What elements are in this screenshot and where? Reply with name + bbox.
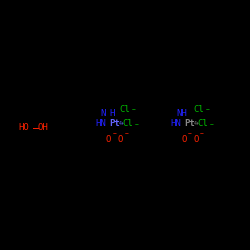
Text: −: −: [188, 130, 192, 135]
Text: 4+: 4+: [194, 121, 200, 126]
Text: −: −: [135, 121, 139, 126]
Text: N: N: [100, 108, 105, 118]
Text: O: O: [118, 134, 124, 143]
Text: −: −: [132, 106, 136, 111]
Text: NH: NH: [176, 108, 187, 118]
Text: HN: HN: [170, 120, 181, 128]
Text: H: H: [109, 108, 114, 118]
Text: Cl: Cl: [122, 120, 133, 128]
Text: −: −: [200, 130, 204, 135]
Text: −: −: [206, 106, 210, 111]
Text: OH: OH: [38, 124, 49, 132]
Text: −: −: [210, 121, 214, 126]
Text: O: O: [106, 134, 112, 143]
Text: −: −: [125, 130, 129, 135]
Text: Cl: Cl: [193, 104, 204, 114]
Text: HO: HO: [18, 124, 29, 132]
Text: Cl: Cl: [197, 120, 208, 128]
Text: Cl: Cl: [119, 104, 130, 114]
Text: Pt: Pt: [109, 120, 120, 128]
Text: O: O: [193, 134, 198, 143]
Text: O: O: [181, 134, 186, 143]
Text: 4+: 4+: [119, 121, 125, 126]
Text: Pt: Pt: [184, 120, 195, 128]
Text: −: −: [113, 130, 117, 135]
Text: HN: HN: [95, 120, 106, 128]
